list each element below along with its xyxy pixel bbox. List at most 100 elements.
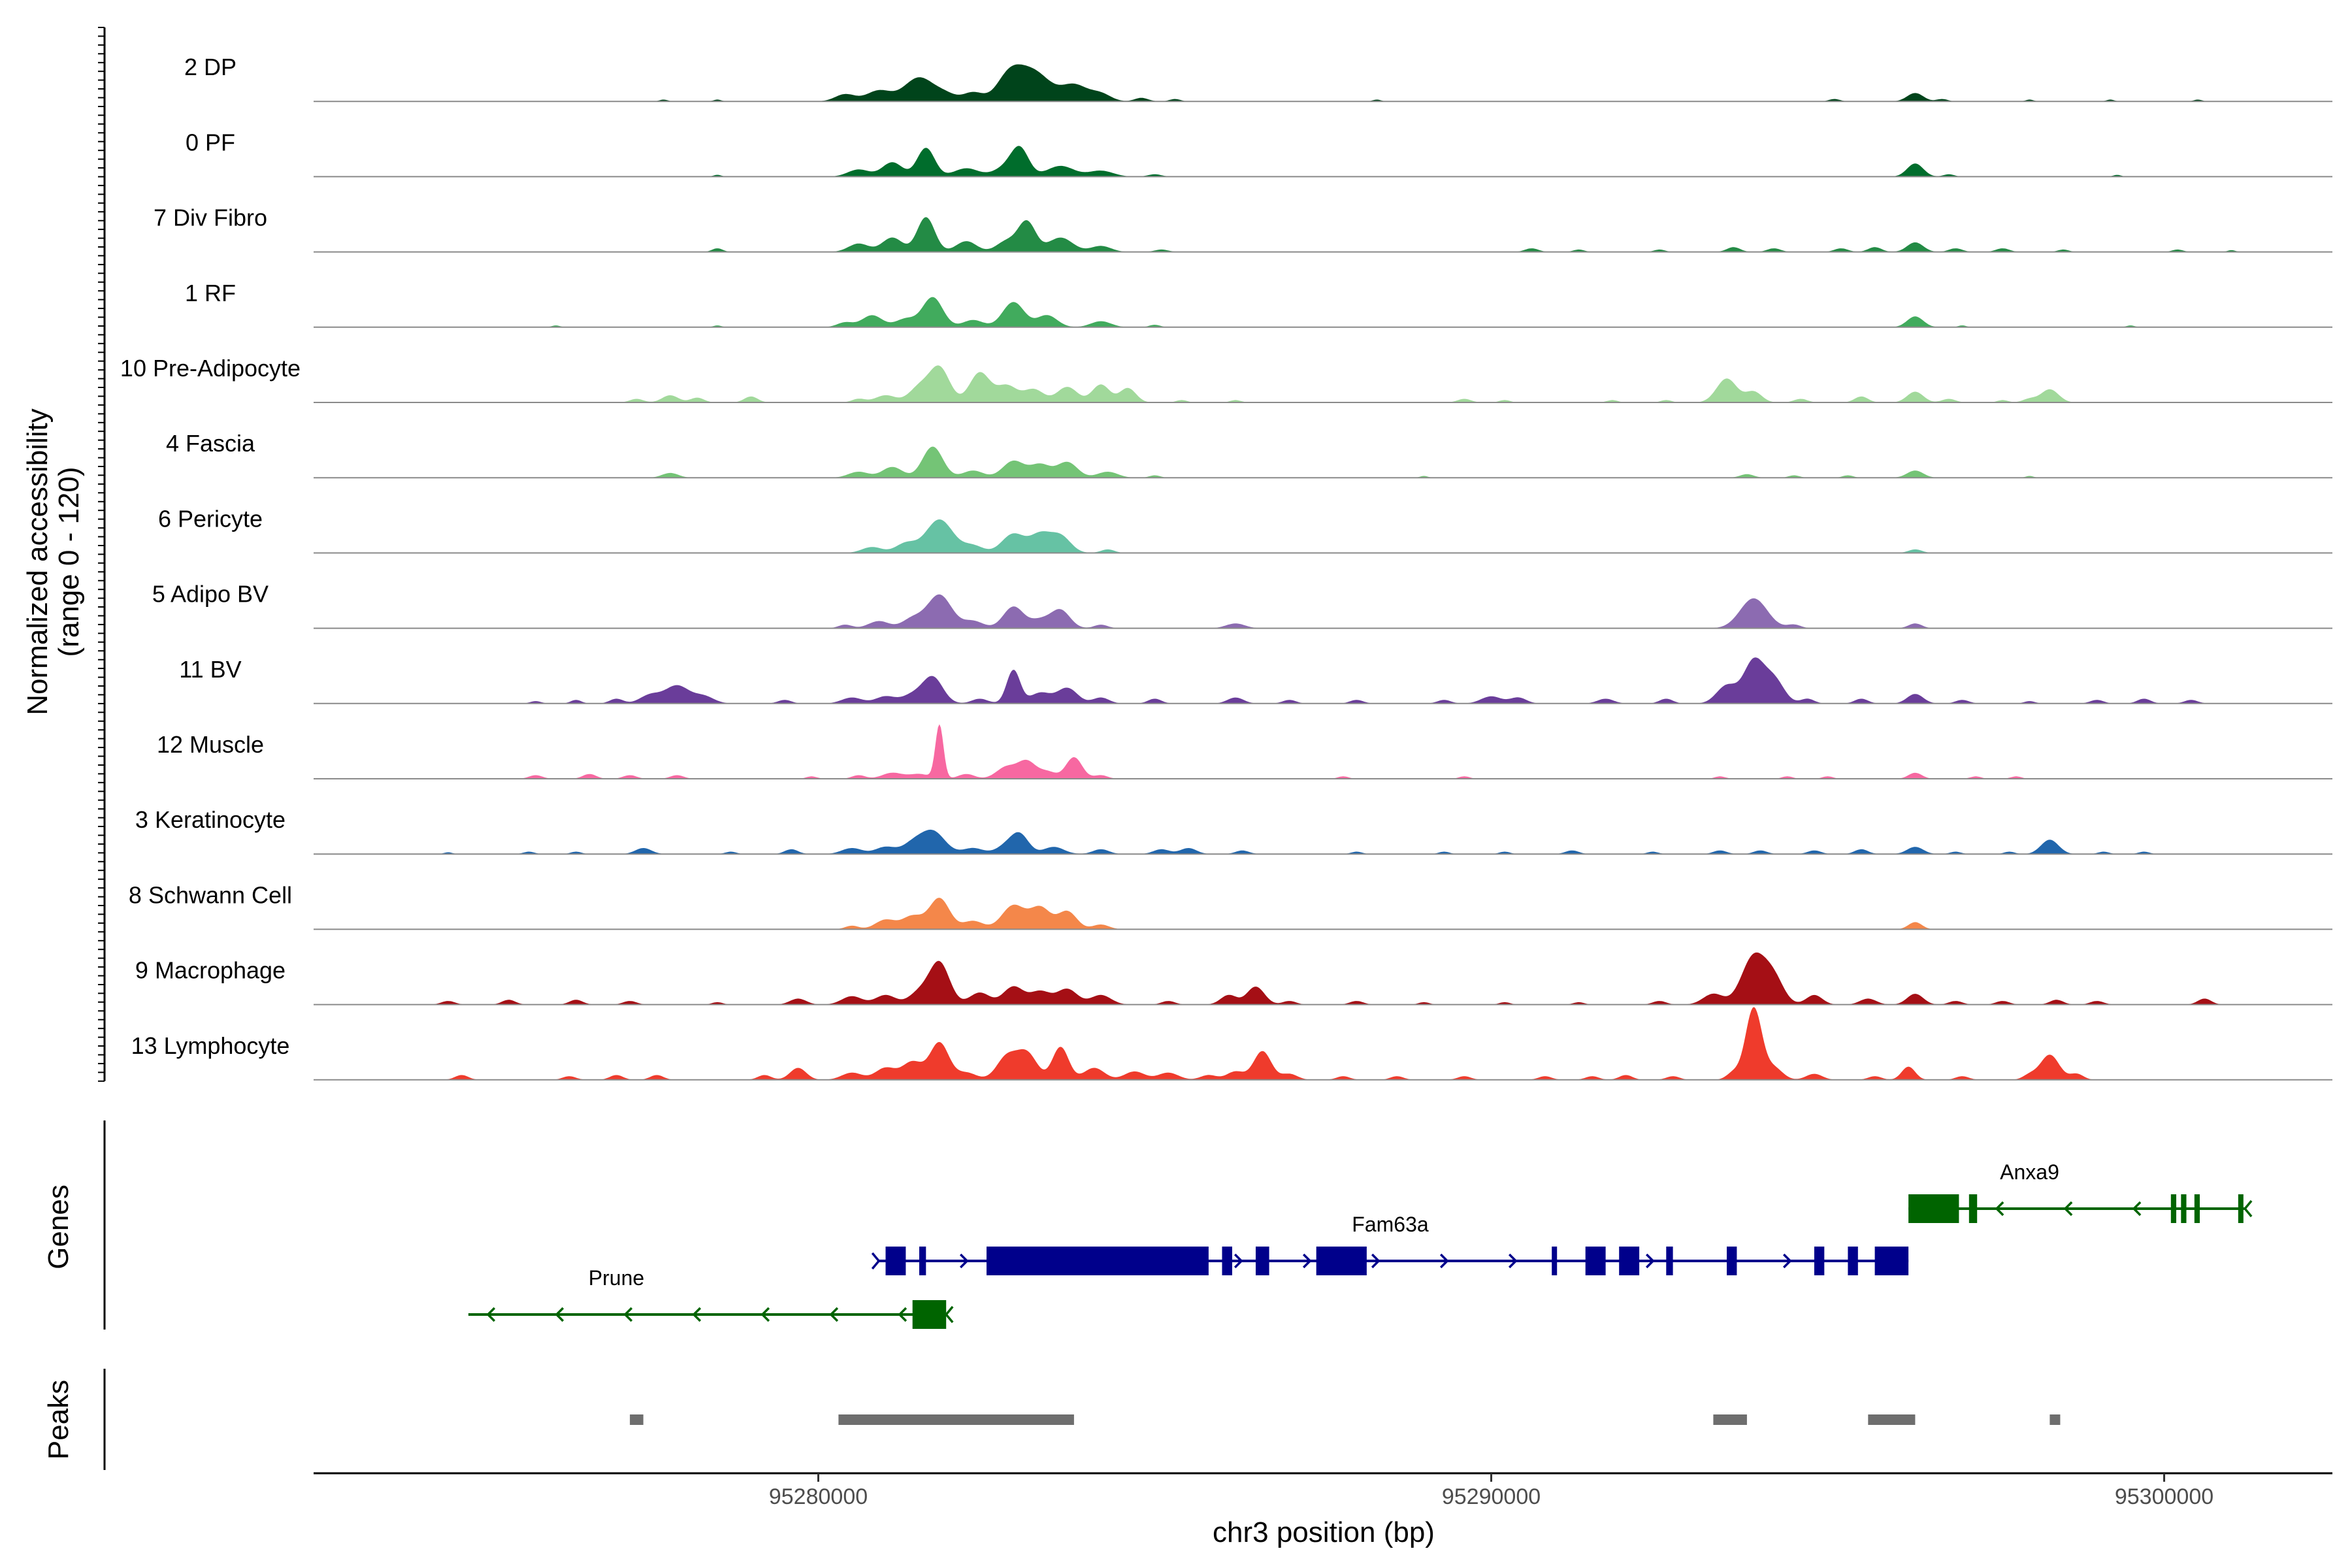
strand-arrow <box>486 1307 496 1322</box>
exon <box>1666 1247 1673 1275</box>
strand-arrow <box>1508 1253 1518 1269</box>
exon <box>912 1300 947 1329</box>
x-tick-label: 95300000 <box>2115 1484 2213 1509</box>
exon <box>1908 1194 1959 1223</box>
coverage-area-11-bv <box>314 657 2332 704</box>
exon <box>2238 1194 2244 1223</box>
genes-track: Anxa9 Fam63a Prune <box>103 1120 2253 1330</box>
coverage-tracks: 2 DP 0 PF 7 Div Fibro 1 RF 10 Pre-Adipocyte 4… <box>98 27 2332 1082</box>
track-label-8-schwann-cell: 8 Schwann Cell <box>129 881 292 908</box>
gene-label-fam63a: Fam63a <box>1352 1213 1429 1236</box>
exon <box>1552 1247 1558 1275</box>
track-label-1-rf: 1 RF <box>185 280 236 306</box>
track-13-lymphocyte: 13 Lymphocyte <box>131 1007 2332 1081</box>
exon <box>2194 1194 2200 1223</box>
coverage-area-6-pericyte <box>314 519 2332 553</box>
coverage-area-2-dp <box>314 64 2332 102</box>
strand-arrow <box>692 1307 702 1322</box>
strand-arrow <box>959 1253 969 1269</box>
strand-arrow <box>555 1307 564 1322</box>
x-axis-title: chr3 position (bp) <box>1213 1516 1435 1548</box>
strand-arrow <box>1371 1253 1380 1269</box>
exon <box>1814 1247 1825 1275</box>
gene-prune: Prune <box>468 1266 954 1329</box>
track-0-pf: 0 PF <box>186 129 2332 178</box>
track-2-dp: 2 DP <box>184 54 2332 103</box>
track-10-pre-adipocyte: 10 Pre-Adipocyte <box>120 355 2332 403</box>
strand-arrow <box>1995 1201 2004 1217</box>
gene-end-marker <box>944 1305 954 1324</box>
gene-fam63a: Fam63a <box>871 1213 1909 1275</box>
track-label-13-lymphocyte: 13 Lymphocyte <box>131 1032 290 1059</box>
gene-anxa9: Anxa9 <box>1908 1160 2253 1223</box>
peak-region <box>1868 1414 1916 1425</box>
track-label-4-fascia: 4 Fascia <box>166 430 255 457</box>
coverage-area-9-macrophage <box>314 952 2332 1005</box>
track-label-11-bv: 11 BV <box>179 656 241 683</box>
exon <box>885 1247 906 1275</box>
track-3-keratinocyte: 3 Keratinocyte <box>135 806 2332 855</box>
peak-region <box>1713 1414 1747 1425</box>
strand-arrow <box>1233 1253 1243 1269</box>
y-axis-title: Normalized accessibility <box>22 408 54 715</box>
track-label-10-pre-adipocyte: 10 Pre-Adipocyte <box>120 355 301 382</box>
strand-arrow <box>1782 1253 1792 1269</box>
strand-arrow <box>2132 1201 2142 1217</box>
track-12-muscle: 12 Muscle <box>157 724 2332 779</box>
gene-end-marker <box>2243 1200 2253 1218</box>
track-label-7-div-fibro: 7 Div Fibro <box>154 204 267 231</box>
y-axis-range: (range 0 - 120) <box>53 466 85 657</box>
exon <box>1256 1247 1269 1275</box>
coverage-area-13-lymphocyte <box>314 1007 2332 1080</box>
track-5-adipo-bv: 5 Adipo BV <box>152 581 2332 629</box>
exon <box>987 1247 1209 1275</box>
track-1-rf: 1 RF <box>185 280 2332 328</box>
exon <box>2181 1194 2187 1223</box>
coverage-area-0-pf <box>314 146 2332 177</box>
track-9-macrophage: 9 Macrophage <box>135 952 2332 1005</box>
track-label-9-macrophage: 9 Macrophage <box>135 957 286 984</box>
track-label-5-adipo-bv: 5 Adipo BV <box>152 581 269 608</box>
coverage-area-4-fascia <box>314 446 2332 478</box>
strand-arrow <box>898 1307 907 1322</box>
track-label-2-dp: 2 DP <box>184 54 237 80</box>
track-4-fascia: 4 Fascia <box>166 430 2332 479</box>
exon <box>1222 1247 1232 1275</box>
strand-arrow <box>1302 1253 1312 1269</box>
gene-label-anxa9: Anxa9 <box>2000 1160 2059 1184</box>
track-7-div-fibro: 7 Div Fibro <box>154 204 2332 253</box>
x-axis: 95280000 95290000 95300000 <box>314 1472 2332 1509</box>
genes-track-label: Genes <box>42 1184 74 1269</box>
gene-label-prune: Prune <box>589 1266 644 1290</box>
strand-arrow <box>1439 1253 1449 1269</box>
peak-region <box>838 1414 1074 1425</box>
peak-region <box>630 1414 644 1425</box>
track-6-pericyte: 6 Pericyte <box>158 505 2332 554</box>
coverage-area-7-div-fibro <box>314 217 2332 252</box>
exon <box>919 1247 926 1275</box>
peaks-track-label: Peaks <box>42 1380 74 1460</box>
exon <box>1585 1247 1606 1275</box>
track-label-12-muscle: 12 Muscle <box>157 731 264 758</box>
strand-arrow <box>1645 1253 1655 1269</box>
coverage-area-5-adipo-bv <box>314 594 2332 629</box>
exon <box>1874 1247 1909 1275</box>
track-label-0-pf: 0 PF <box>186 129 235 155</box>
coverage-area-10-pre-adipocyte <box>314 365 2332 402</box>
track-label-3-keratinocyte: 3 Keratinocyte <box>135 806 286 833</box>
exon <box>1316 1247 1367 1275</box>
strand-arrow <box>829 1307 839 1322</box>
strand-arrow <box>623 1307 633 1322</box>
peaks-track <box>103 1369 2061 1470</box>
x-tick-label: 95290000 <box>1442 1484 1541 1509</box>
coverage-area-12-muscle <box>314 724 2332 779</box>
exon <box>1968 1194 1978 1223</box>
exon <box>1727 1247 1737 1275</box>
track-8-schwann-cell: 8 Schwann Cell <box>129 881 2332 930</box>
coverage-area-1-rf <box>314 297 2332 327</box>
coverage-area-8-schwann-cell <box>314 898 2332 930</box>
exon <box>1619 1247 1640 1275</box>
track-label-6-pericyte: 6 Pericyte <box>158 505 263 532</box>
strand-arrow <box>760 1307 770 1322</box>
